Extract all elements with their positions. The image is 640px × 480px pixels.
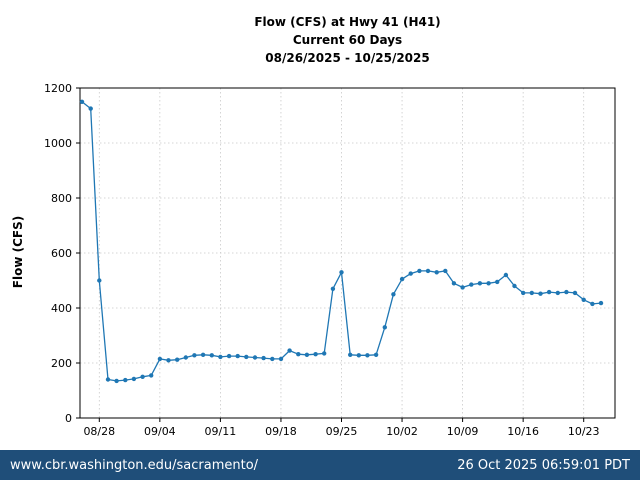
- data-point: [425, 268, 431, 274]
- data-point: [149, 373, 154, 378]
- x-tick-label: 10/02: [386, 425, 418, 438]
- y-tick-label: 600: [51, 247, 72, 260]
- data-point: [304, 352, 310, 357]
- x-tick-label: 09/11: [205, 425, 237, 438]
- data-point: [287, 348, 292, 353]
- data-point: [330, 286, 336, 291]
- data-point: [105, 377, 111, 382]
- data-point: [235, 353, 240, 359]
- y-tick-label: 1000: [44, 137, 72, 150]
- data-point: [252, 355, 258, 360]
- data-point: [261, 355, 266, 361]
- data-point: [348, 352, 353, 357]
- data-point: [339, 270, 344, 275]
- data-point: [131, 376, 137, 382]
- chart-header: Flow (CFS) at Hwy 41 (H41) Current 60 Da…: [80, 13, 615, 67]
- data-point: [322, 351, 327, 356]
- data-point: [546, 289, 552, 295]
- data-point: [581, 297, 586, 302]
- data-point: [538, 291, 543, 296]
- chart-subtitle: Current 60 Days: [292, 33, 403, 47]
- data-point: [521, 290, 526, 296]
- data-point: [460, 285, 465, 290]
- chart-title: Flow (CFS) at Hwy 41 (H41): [254, 15, 441, 29]
- data-point: [391, 292, 396, 297]
- data-point: [175, 357, 180, 362]
- data-point: [183, 355, 188, 360]
- y-tick-label: 200: [51, 357, 72, 370]
- data-point: [486, 281, 491, 286]
- data-point: [503, 272, 509, 278]
- data-point: [166, 358, 171, 363]
- data-point: [97, 278, 102, 283]
- data-point: [365, 353, 370, 358]
- data-point: [123, 377, 128, 383]
- data-point: [572, 290, 578, 296]
- data-point: [495, 279, 500, 285]
- data-point: [356, 353, 361, 358]
- data-point: [512, 283, 517, 289]
- data-point: [564, 289, 569, 295]
- y-tick-label: 1200: [44, 82, 72, 95]
- data-point: [218, 354, 223, 360]
- footer-url-link[interactable]: www.cbr.washington.edu/sacramento/: [10, 457, 259, 473]
- data-point: [373, 352, 379, 357]
- y-tick-label: 800: [51, 192, 72, 205]
- data-point: [417, 268, 422, 274]
- data-point: [529, 290, 534, 296]
- data-point: [451, 281, 457, 286]
- x-tick-label: 10/16: [507, 425, 539, 438]
- x-tick-label: 08/28: [83, 425, 115, 438]
- data-point: [140, 374, 145, 379]
- data-point: [477, 281, 483, 286]
- footer-bar: www.cbr.washington.edu/sacramento/ 26 Oc…: [0, 450, 640, 480]
- data-point: [382, 325, 387, 330]
- y-tick-label: 400: [51, 302, 72, 315]
- data-point: [79, 99, 85, 105]
- x-tick-label: 09/04: [144, 425, 176, 438]
- data-point: [114, 378, 119, 384]
- data-point: [244, 354, 249, 360]
- data-point: [399, 276, 405, 282]
- data-point: [443, 268, 448, 274]
- chart-date-range: 08/26/2025 - 10/25/2025: [265, 51, 430, 65]
- data-point: [598, 300, 604, 306]
- data-point: [278, 356, 284, 362]
- flow-line-chart: 0 200 400 600 800 1000 1200 08/28 09/04 09/11 09/1…: [44, 82, 616, 438]
- y-tick-label: 0: [65, 412, 72, 425]
- x-tick-label: 09/25: [326, 425, 358, 438]
- data-point: [469, 282, 474, 287]
- data-point: [192, 353, 197, 358]
- data-point: [434, 270, 439, 275]
- data-point: [270, 356, 275, 362]
- x-tick-label: 10/23: [568, 425, 600, 438]
- data-point: [555, 290, 560, 296]
- data-point: [200, 352, 206, 357]
- data-point: [209, 353, 214, 358]
- data-point: [226, 353, 232, 359]
- footer-timestamp: 26 Oct 2025 06:59:01 PDT: [457, 457, 630, 473]
- x-tick-label: 09/18: [265, 425, 297, 438]
- data-point: [88, 106, 93, 111]
- data-point: [313, 352, 318, 357]
- data-point: [296, 352, 301, 357]
- x-tick-label: 10/09: [447, 425, 479, 438]
- data-point: [157, 356, 163, 362]
- data-point: [408, 271, 413, 276]
- data-point: [590, 301, 595, 307]
